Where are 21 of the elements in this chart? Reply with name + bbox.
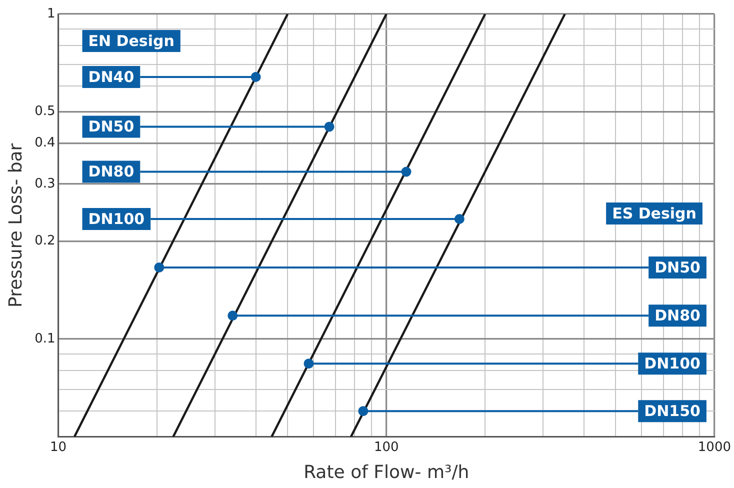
data-label: DN50 [88, 118, 134, 136]
data-label: DN50 [654, 258, 700, 276]
y-tick-label: 1 [46, 6, 56, 22]
text: ES Design [612, 204, 696, 222]
data-label: DN80 [654, 306, 700, 325]
x-axis-title: Rate of Flow- m³/h [304, 462, 470, 483]
data-label: DN40 [88, 68, 134, 86]
text: EN Design [88, 32, 174, 50]
y-tick-label: 0.1 [34, 331, 56, 346]
y-tick-label: 0.4 [34, 136, 56, 151]
data-label: DN100 [88, 210, 145, 228]
data-label: DN150 [644, 402, 700, 420]
y-tick-label: 0.2 [34, 234, 56, 249]
y-tick-label: 0.3 [34, 176, 56, 192]
y-axis-title: Pressure Loss- bar [5, 142, 26, 308]
data-label: DN100 [644, 354, 700, 372]
x-tick-label: 100 [374, 440, 399, 455]
data-label: DN80 [88, 162, 134, 181]
x-tick-label: 10 [50, 440, 67, 455]
x-tick-label: 1000 [698, 440, 732, 455]
y-tick-label: 0.5 [34, 104, 56, 120]
